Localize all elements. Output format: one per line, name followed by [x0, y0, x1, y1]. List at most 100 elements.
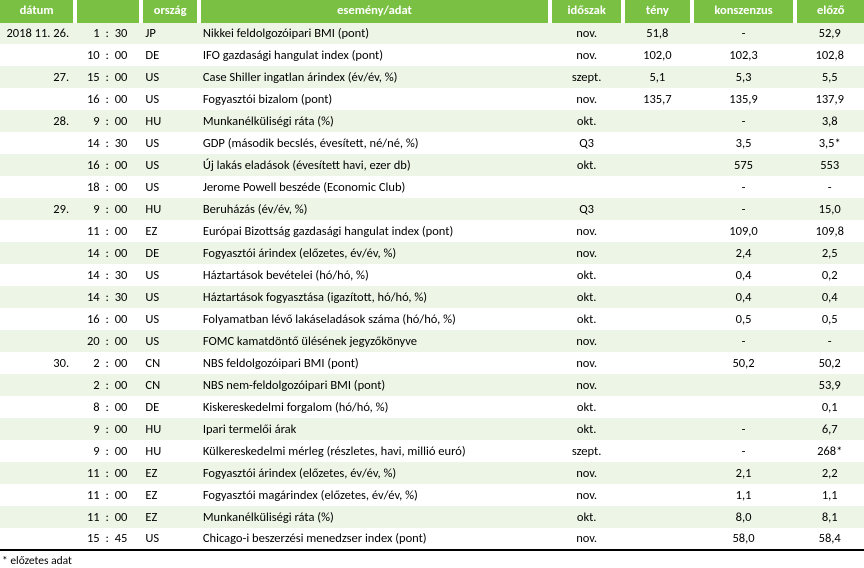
- cell-country: US: [141, 88, 198, 110]
- cell-consensus: 575: [692, 154, 796, 176]
- table-row: 2018 11. 26.1:30JPNikkei feldolgozóipari…: [0, 22, 864, 44]
- cell-previous: 6,7: [795, 418, 864, 440]
- cell-country: HU: [141, 198, 198, 220]
- cell-consensus: -: [692, 440, 796, 462]
- cell-time-colon: :: [102, 462, 113, 484]
- cell-time-colon: :: [102, 132, 113, 154]
- cell-previous: 3,5*: [795, 132, 864, 154]
- cell-period: okt.: [550, 418, 623, 440]
- cell-date: [0, 286, 75, 308]
- cell-fact: [623, 286, 692, 308]
- cell-date: [0, 88, 75, 110]
- cell-event: Külkereskedelmi mérleg (részletes, havi,…: [199, 440, 550, 462]
- cell-time-hour: 16: [75, 308, 102, 330]
- cell-country: DE: [141, 242, 198, 264]
- cell-fact: 102,0: [623, 44, 692, 66]
- cell-fact: [623, 330, 692, 352]
- cell-fact: [623, 110, 692, 132]
- cell-previous: 137,9: [795, 88, 864, 110]
- cell-time-colon: :: [102, 528, 113, 550]
- cell-previous: 3,8: [795, 110, 864, 132]
- cell-event: Beruházás (év/év, %): [199, 198, 550, 220]
- cell-time-min: 00: [113, 484, 142, 506]
- cell-time-min: 00: [113, 374, 142, 396]
- cell-time-hour: 8: [75, 396, 102, 418]
- cell-fact: [623, 198, 692, 220]
- col-event: esemény/adat: [199, 0, 550, 22]
- cell-event: Háztartások fogyasztása (igazított, hó/h…: [199, 286, 550, 308]
- cell-time-colon: :: [102, 286, 113, 308]
- cell-country: HU: [141, 110, 198, 132]
- cell-time-min: 00: [113, 88, 142, 110]
- cell-time-colon: :: [102, 176, 113, 198]
- table-body: 2018 11. 26.1:30JPNikkei feldolgozóipari…: [0, 22, 864, 550]
- cell-time-min: 00: [113, 66, 142, 88]
- cell-consensus: -: [692, 418, 796, 440]
- cell-event: Munkanélküliségi ráta (%): [199, 110, 550, 132]
- cell-previous: 15,0: [795, 198, 864, 220]
- cell-time-min: 30: [113, 132, 142, 154]
- cell-date: [0, 484, 75, 506]
- cell-date: [0, 462, 75, 484]
- cell-period: nov.: [550, 22, 623, 44]
- table-row: 28.9:00HUMunkanélküliségi ráta (%)okt.-3…: [0, 110, 864, 132]
- cell-time-min: 45: [113, 528, 142, 550]
- cell-event: Fogyasztói bizalom (pont): [199, 88, 550, 110]
- cell-time-min: 00: [113, 110, 142, 132]
- cell-consensus: 2,1: [692, 462, 796, 484]
- cell-time-colon: :: [102, 88, 113, 110]
- cell-period: nov.: [550, 528, 623, 550]
- cell-period: okt.: [550, 308, 623, 330]
- cell-date: [0, 242, 75, 264]
- cell-time-min: 00: [113, 418, 142, 440]
- cell-date: [0, 176, 75, 198]
- cell-period: okt.: [550, 286, 623, 308]
- cell-event: NBS nem-feldolgozóipari BMI (pont): [199, 374, 550, 396]
- table-row: 8:00DEKiskereskedelmi forgalom (hó/hó, %…: [0, 396, 864, 418]
- cell-previous: 553: [795, 154, 864, 176]
- cell-event: Fogyasztói magárindex (előzetes, év/év, …: [199, 484, 550, 506]
- cell-country: US: [141, 176, 198, 198]
- cell-event: Ipari termelői árak: [199, 418, 550, 440]
- cell-fact: [623, 418, 692, 440]
- cell-previous: 50,2: [795, 352, 864, 374]
- cell-fact: 135,7: [623, 88, 692, 110]
- cell-date: [0, 374, 75, 396]
- cell-period: nov.: [550, 484, 623, 506]
- cell-time-min: 00: [113, 440, 142, 462]
- table-row: 16:00USFogyasztói bizalom (pont)nov.135,…: [0, 88, 864, 110]
- cell-consensus: 2,4: [692, 242, 796, 264]
- cell-consensus: -: [692, 198, 796, 220]
- cell-country: US: [141, 264, 198, 286]
- cell-country: JP: [141, 22, 198, 44]
- cell-time-colon: :: [102, 484, 113, 506]
- table-row: 30.2:00CNNBS feldolgozóipari BMI (pont)n…: [0, 352, 864, 374]
- cell-consensus: 1,1: [692, 484, 796, 506]
- cell-previous: 52,9: [795, 22, 864, 44]
- cell-time-hour: 16: [75, 88, 102, 110]
- cell-event: Case Shiller ingatlan árindex (év/év, %): [199, 66, 550, 88]
- cell-date: [0, 132, 75, 154]
- table-row: 20:00USFOMC kamatdöntő ülésének jegyzőkö…: [0, 330, 864, 352]
- table-row: 18:00USJerome Powell beszéde (Economic C…: [0, 176, 864, 198]
- cell-date: [0, 308, 75, 330]
- cell-country: US: [141, 528, 198, 550]
- cell-previous: 58,4: [795, 528, 864, 550]
- table-row: 11:00EZFogyasztói árindex (előzetes, év/…: [0, 462, 864, 484]
- cell-fact: 51,8: [623, 22, 692, 44]
- cell-time-hour: 10: [75, 44, 102, 66]
- cell-period: nov.: [550, 352, 623, 374]
- cell-consensus: 50,2: [692, 352, 796, 374]
- cell-time-hour: 11: [75, 220, 102, 242]
- cell-country: CN: [141, 374, 198, 396]
- cell-fact: [623, 528, 692, 550]
- table-header: dátum ország esemény/adat időszak tény k…: [0, 0, 864, 22]
- col-fact: tény: [623, 0, 692, 22]
- cell-fact: [623, 176, 692, 198]
- cell-time-hour: 11: [75, 484, 102, 506]
- cell-time-min: 00: [113, 396, 142, 418]
- cell-time-hour: 9: [75, 418, 102, 440]
- cell-time-colon: :: [102, 396, 113, 418]
- cell-date: 28.: [0, 110, 75, 132]
- table-row: 11:00EZEurópai Bizottság gazdasági hangu…: [0, 220, 864, 242]
